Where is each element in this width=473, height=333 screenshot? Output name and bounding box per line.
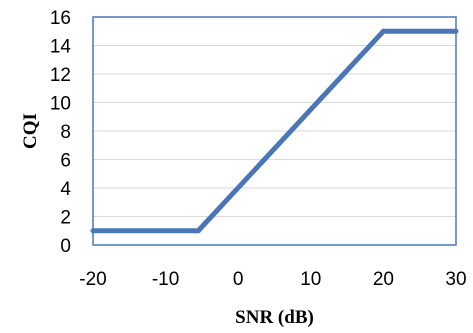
x-tick-label: 0 xyxy=(233,269,244,290)
x-tick-label: -10 xyxy=(152,269,179,290)
y-tick-label: 0 xyxy=(60,236,71,257)
series-line-0 xyxy=(93,28,456,234)
y-tick-label: 6 xyxy=(60,151,71,172)
y-tick-label: 12 xyxy=(50,65,71,86)
y-tick-label: 8 xyxy=(60,122,71,143)
x-axis-tick-labels: -20 -10 0 10 20 30 xyxy=(79,269,466,290)
x-tick-label: -20 xyxy=(79,269,106,290)
y-tick-label: 2 xyxy=(60,208,71,229)
y-tick-label: 16 xyxy=(50,8,71,29)
y-tick-label: 4 xyxy=(60,179,71,200)
x-axis-title: SNR (dB) xyxy=(235,307,314,328)
x-tick-label: 10 xyxy=(300,269,321,290)
x-tick-label: 30 xyxy=(445,269,466,290)
y-tick-label: 14 xyxy=(50,37,72,58)
y-axis-tick-labels: 0 2 4 6 8 10 12 14 16 xyxy=(50,8,72,257)
plot-area-frame xyxy=(92,16,457,246)
series-point xyxy=(195,228,201,234)
series-point xyxy=(380,28,386,34)
gridlines xyxy=(93,16,456,246)
x-tick-label: 20 xyxy=(373,269,394,290)
y-tick-label: 10 xyxy=(50,94,71,115)
y-axis-title: CQI xyxy=(20,113,41,149)
